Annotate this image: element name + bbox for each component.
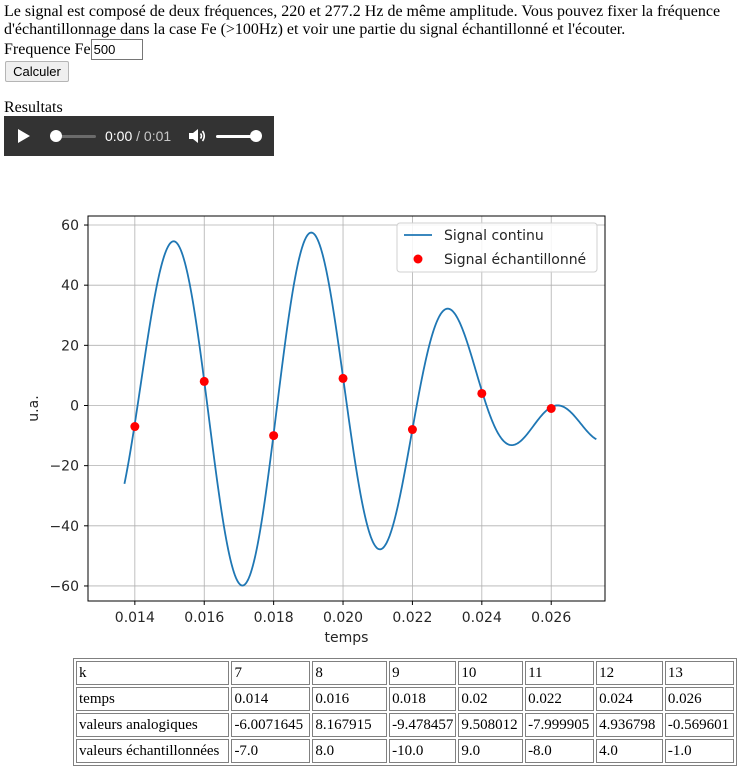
table-row: valeurs analogiques -6.0071645 8.167915 -9.… xyxy=(76,713,734,737)
table-cell: -9.478457 xyxy=(389,713,457,737)
table-cell: 0.016 xyxy=(312,687,388,711)
table-cell: -10.0 xyxy=(389,739,457,763)
audio-player: 0:00 / 0:01 xyxy=(4,116,274,156)
sample-point xyxy=(130,422,140,432)
legend-label-echantillonne: Signal échantillonné xyxy=(444,252,586,268)
seek-bar[interactable] xyxy=(54,135,96,138)
volume-thumb[interactable] xyxy=(250,130,262,142)
table-cell: 0.02 xyxy=(458,687,524,711)
signal-chart: 0.014 0.016 0.018 0.020 0.022 0.024 0.026 60 40 2… xyxy=(26,215,606,646)
calculer-button[interactable]: Calculer xyxy=(5,61,69,82)
sample-point xyxy=(199,376,209,386)
table-cell: 9 xyxy=(389,661,457,685)
x-tick-label: 0.022 xyxy=(392,610,432,626)
sample-point xyxy=(546,404,556,413)
y-tick-label: −20 xyxy=(49,459,79,475)
row-header: k xyxy=(76,661,230,685)
series-layer xyxy=(123,231,597,587)
table-cell: -1.0 xyxy=(664,739,734,763)
table-cell: 7 xyxy=(231,661,311,685)
table-cell: 4.0 xyxy=(596,739,663,763)
legend-dot-marker xyxy=(413,254,423,264)
table-cell: -8.0 xyxy=(525,739,595,763)
y-axis-label: u.a. xyxy=(26,395,42,421)
table-cell: 13 xyxy=(664,661,734,685)
table-cell: -0.569601 xyxy=(664,713,734,737)
duration: 0:01 xyxy=(143,128,172,144)
current-time: 0:00 xyxy=(105,128,133,144)
table-cell: 0.014 xyxy=(231,687,311,711)
table-cell: 4.936798 xyxy=(596,713,663,737)
table-cell: 8.167915 xyxy=(312,713,388,737)
y-tick-label: 60 xyxy=(61,218,79,234)
x-tick-label: 0.018 xyxy=(254,610,294,626)
table-cell: 8.0 xyxy=(312,739,388,763)
legend-label-continu: Signal continu xyxy=(444,228,544,244)
axes: 0.014 0.016 0.018 0.020 0.022 0.024 0.026 60 40 2… xyxy=(26,215,606,646)
series-line-signal-continu xyxy=(123,231,597,587)
y-tick-label: −40 xyxy=(49,519,79,535)
time-display: 0:00 / 0:01 xyxy=(105,128,171,144)
y-tick-label: 40 xyxy=(61,278,79,294)
legend-box xyxy=(396,222,598,273)
table-cell: 12 xyxy=(596,661,663,685)
sample-point xyxy=(338,373,348,383)
play-icon[interactable] xyxy=(18,129,30,143)
volume-icon[interactable] xyxy=(188,128,206,144)
table-cell: 8 xyxy=(312,661,388,685)
fe-label: Frequence Fe xyxy=(4,40,91,58)
table-row: temps 0.014 0.016 0.018 0.02 0.022 0.024 0.026 xyxy=(76,687,734,711)
plot-frame xyxy=(87,215,606,602)
results-table: k 7 8 9 10 11 12 13 temps 0.014 0.016 0.018 0.02 0.02… xyxy=(73,658,737,766)
time-separator: / xyxy=(132,128,144,144)
table-cell: 0.018 xyxy=(389,687,457,711)
legend: Signal continu Signal échantillonné xyxy=(396,222,598,273)
volume-slider[interactable] xyxy=(216,135,260,138)
table-cell: 0.026 xyxy=(664,687,734,711)
sample-point xyxy=(407,425,417,435)
x-tick-label: 0.016 xyxy=(184,610,224,626)
table-cell: 0.022 xyxy=(525,687,595,711)
table-row: valeurs échantillonnées -7.0 8.0 -10.0 9.0 -8… xyxy=(76,739,734,763)
row-header: valeurs échantillonnées xyxy=(76,739,230,763)
y-tick-label: 20 xyxy=(61,338,79,354)
results-label: Resultats xyxy=(4,99,63,116)
x-tick-label: 0.020 xyxy=(323,610,363,626)
table-cell: -6.0071645 xyxy=(231,713,311,737)
table-cell: 9.0 xyxy=(458,739,524,763)
fe-row: Frequence Fe xyxy=(4,39,143,60)
fe-input[interactable] xyxy=(90,39,143,60)
sample-point xyxy=(269,431,279,441)
table-cell: -7.999905 xyxy=(525,713,595,737)
table-row: k 7 8 9 10 11 12 13 xyxy=(76,661,734,685)
seek-thumb[interactable] xyxy=(50,130,62,142)
x-tick-label: 0.014 xyxy=(115,610,155,626)
x-tick-label: 0.026 xyxy=(531,610,571,626)
table-cell: 0.024 xyxy=(596,687,663,711)
y-tick-label: 0 xyxy=(70,398,79,414)
row-header: valeurs analogiques xyxy=(76,713,230,737)
y-tick-label: −60 xyxy=(49,579,79,595)
table-cell: -7.0 xyxy=(231,739,311,763)
table-cell: 11 xyxy=(525,661,595,685)
sample-point xyxy=(477,388,487,398)
table-cell: 10 xyxy=(458,661,524,685)
x-tick-label: 0.024 xyxy=(462,610,502,626)
table-cell: 9.508012 xyxy=(458,713,524,737)
intro-text: Le signal est composé de deux fréquences… xyxy=(4,3,721,38)
row-header: temps xyxy=(76,687,230,711)
x-axis-label: temps xyxy=(325,630,369,646)
